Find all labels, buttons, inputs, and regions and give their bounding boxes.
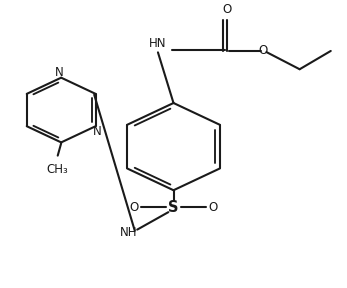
Text: HN: HN <box>149 37 167 50</box>
Text: NH: NH <box>120 226 137 239</box>
Text: N: N <box>93 125 102 138</box>
Text: N: N <box>55 66 64 79</box>
Text: CH₃: CH₃ <box>47 163 69 176</box>
Text: O: O <box>259 44 268 57</box>
Text: S: S <box>168 200 179 215</box>
Text: O: O <box>209 201 218 214</box>
Text: O: O <box>129 201 138 214</box>
Text: O: O <box>222 3 232 16</box>
